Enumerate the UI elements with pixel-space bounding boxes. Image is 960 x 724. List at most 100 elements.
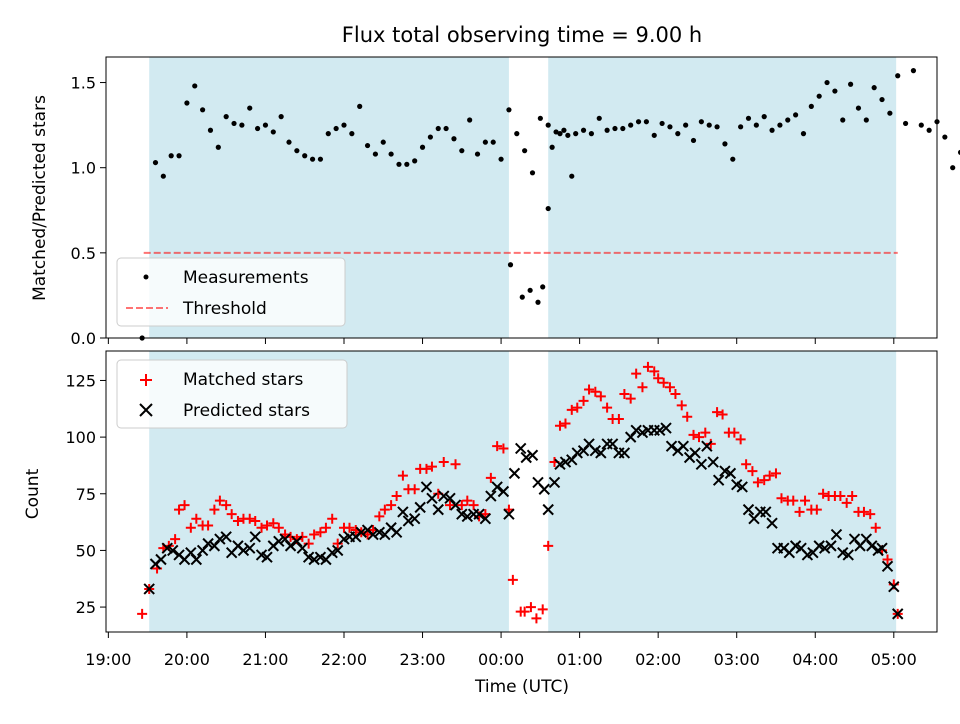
measurement-point	[667, 124, 673, 130]
x-tick-label: 00:00	[478, 650, 524, 669]
matched-star-point	[882, 554, 893, 565]
measurement-point	[160, 173, 166, 179]
measurement-point	[643, 119, 649, 125]
matched-star-point	[203, 520, 214, 531]
matched-star-point	[214, 495, 225, 506]
predicted-star-point	[538, 483, 550, 495]
predicted-star-point	[296, 542, 309, 554]
predicted-star-point	[497, 485, 510, 498]
matched-star-point	[560, 418, 571, 429]
predicted-star-point	[355, 526, 367, 538]
matched-star-point	[682, 411, 693, 422]
matched-star-point	[445, 500, 456, 511]
matched-star-point	[498, 443, 509, 454]
bottom-legend: Matched stars Predicted stars	[116, 359, 348, 429]
matched-star-point	[209, 504, 220, 515]
predicted-star-point	[724, 467, 737, 480]
measurement-point	[443, 125, 449, 132]
measurement-point	[294, 148, 300, 154]
matched-star-point	[485, 472, 496, 483]
measurement-point	[635, 119, 642, 125]
measurement-point	[565, 132, 571, 138]
predicted-star-point	[155, 553, 167, 566]
matched-star-point	[800, 495, 811, 506]
predicted-star-point	[542, 503, 554, 516]
matched-star-point	[788, 495, 799, 506]
matched-star-point	[525, 602, 536, 613]
matched-star-point	[776, 493, 787, 504]
predicted-star-point	[866, 540, 878, 552]
matched-star-point	[268, 518, 279, 529]
measurement-point	[192, 83, 198, 89]
measurement-point	[535, 299, 541, 305]
measurement-point	[357, 103, 363, 109]
measurement-point	[675, 131, 681, 137]
matched-star-point	[735, 434, 746, 445]
measurement-point	[349, 131, 355, 137]
legend-matched-marker	[140, 374, 152, 386]
predicted-star-point	[842, 549, 854, 561]
measurement-point	[540, 284, 546, 290]
predicted-star-point	[830, 528, 843, 541]
matched-star-point	[256, 522, 267, 533]
measurement-point	[569, 173, 575, 179]
measurement-point	[207, 127, 214, 133]
measurement-point	[482, 139, 488, 145]
measurement-point	[628, 122, 634, 128]
legend-threshold-label: Threshold	[182, 299, 267, 319]
matched-star-point	[870, 522, 881, 533]
measurement-point	[690, 137, 697, 144]
bottom-y-tick-label: 125	[65, 371, 96, 390]
predicted-star-point	[402, 515, 415, 527]
matched-star-point	[273, 522, 284, 533]
measurement-point	[887, 110, 893, 116]
matched-star-point	[303, 538, 314, 549]
measurement-point	[745, 115, 752, 121]
matched-star-point	[847, 491, 858, 502]
matched-star-point	[625, 393, 636, 404]
matched-star-point	[658, 377, 669, 388]
predicted-star-point	[143, 583, 155, 595]
matched-star-point	[694, 432, 705, 443]
matched-star-point	[794, 506, 805, 517]
measurement-point	[926, 127, 932, 133]
predicted-star-point	[273, 535, 285, 548]
bottom-y-tick-label: 25	[76, 598, 96, 617]
matched-star-point	[250, 515, 261, 526]
measurement-point	[529, 170, 536, 176]
predicted-star-point	[654, 424, 666, 437]
predicted-star-point	[736, 481, 748, 493]
measurement-point	[580, 127, 587, 133]
predicted-star-point	[432, 503, 444, 516]
measurement-point	[270, 129, 276, 135]
matched-star-point	[811, 504, 822, 515]
predicted-star-point	[881, 560, 894, 572]
measurement-point	[176, 153, 182, 159]
matched-star-point	[185, 522, 196, 533]
predicted-star-point	[618, 447, 631, 459]
measurement-point	[286, 139, 292, 145]
measurement-point	[769, 127, 775, 133]
x-tick-label: 04:00	[792, 650, 838, 669]
predicted-star-point	[461, 510, 474, 523]
measurement-point	[573, 131, 579, 137]
measurement-point	[451, 136, 457, 142]
top-legend: Measurements Threshold	[116, 257, 346, 327]
matched-star-point	[729, 427, 740, 438]
measurement-point	[459, 148, 465, 154]
measurement-point	[604, 127, 610, 133]
matched-star-point	[391, 491, 402, 502]
predicted-star-point	[665, 440, 678, 452]
predicted-star-point	[485, 490, 497, 502]
predicted-star-point	[526, 449, 539, 461]
matched-star-point	[379, 504, 390, 515]
measurement-point	[317, 156, 324, 162]
predicted-star-point	[438, 490, 450, 502]
x-tick-label: 21:00	[242, 650, 288, 669]
matched-star-point	[507, 574, 518, 585]
bottom-y-tick-label: 50	[76, 541, 96, 560]
matched-star-point	[865, 509, 876, 520]
predicted-star-point	[249, 531, 261, 543]
bottom-y-tick-label: 75	[76, 485, 96, 504]
measurement-point	[855, 105, 862, 111]
